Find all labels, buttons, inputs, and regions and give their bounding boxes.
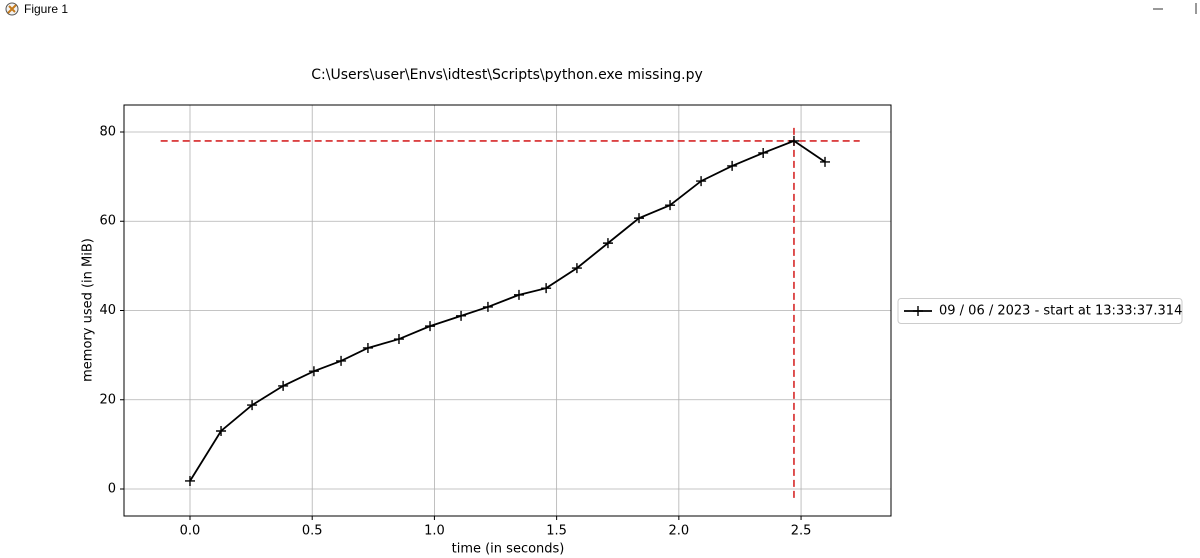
- x-axis-label: time (in seconds): [452, 542, 565, 557]
- y-tick-label: 80: [99, 124, 116, 139]
- data-line: [189, 139, 826, 482]
- window-title: Figure 1: [24, 2, 68, 16]
- data-point: [247, 400, 258, 411]
- legend-box: [897, 298, 1183, 324]
- data-point: [788, 135, 799, 146]
- data-point: [696, 176, 707, 187]
- data-point: [362, 342, 373, 353]
- data-point: [541, 283, 552, 294]
- data-point: [184, 475, 195, 486]
- plot-frame: [123, 104, 892, 517]
- data-point: [513, 289, 524, 300]
- data-point: [665, 200, 676, 211]
- data-point: [758, 147, 769, 158]
- data-point: [456, 310, 467, 321]
- app-icon: [5, 2, 19, 16]
- chart-title: C:\Users\user\Envs\idtest\Scripts\python…: [311, 67, 703, 83]
- data-point: [571, 263, 582, 274]
- data-point: [336, 355, 347, 366]
- x-tick-label: 0.5: [302, 524, 323, 539]
- data-point: [602, 238, 613, 249]
- legend-marker: [913, 306, 923, 316]
- y-tick-label: 40: [99, 303, 116, 318]
- x-tick-label: 1.5: [546, 524, 567, 539]
- data-point: [634, 213, 644, 224]
- y-axis-label: memory used (in MiB): [81, 238, 96, 382]
- y-tick-label: 0: [108, 482, 116, 497]
- y-tick-label: 20: [99, 392, 116, 407]
- data-point: [216, 425, 227, 436]
- x-tick-label: 1.0: [424, 524, 445, 539]
- data-point: [278, 380, 289, 391]
- x-tick-label: 0.0: [180, 524, 201, 539]
- data-point: [727, 160, 738, 171]
- x-tick-label: 2.5: [791, 524, 812, 539]
- data-point: [482, 301, 493, 312]
- legend-label: 09 / 06 / 2023 - start at 13:33:37.314: [939, 304, 1182, 319]
- data-point: [820, 156, 831, 167]
- data-point: [393, 334, 404, 345]
- data-point: [308, 366, 319, 377]
- data-point: [425, 321, 436, 332]
- x-tick-label: 2.0: [668, 524, 689, 539]
- y-tick-label: 60: [99, 214, 116, 229]
